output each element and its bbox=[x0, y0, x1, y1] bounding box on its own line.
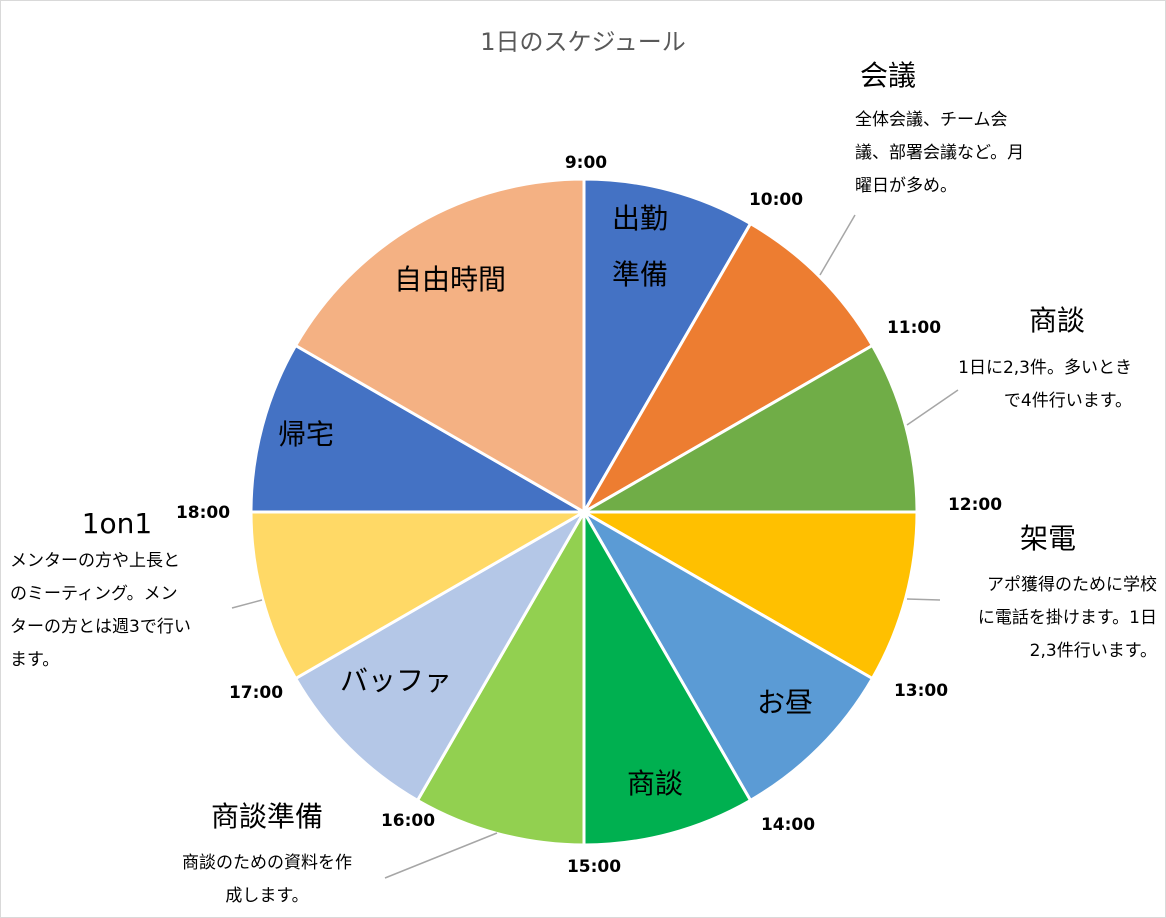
annotation-line: 曜日が多め。 bbox=[855, 176, 957, 196]
annotation-line: アポ獲得のために学校 bbox=[987, 575, 1157, 595]
slice-label-line: 帰宅 bbox=[278, 418, 334, 451]
annotation-line: 議、部署会議など。月 bbox=[855, 143, 1024, 163]
annotation-line: に電話を掛けます。1日 bbox=[978, 608, 1157, 628]
annotation-text: アポ獲得のために学校に電話を掛けます。1日 2,3件行います。 bbox=[978, 575, 1157, 661]
pie-slice bbox=[293, 507, 589, 803]
pie-slice bbox=[578, 343, 919, 514]
slice-label-line: 自由時間 bbox=[394, 263, 506, 296]
annotation-line: メンターの方や上長と bbox=[10, 551, 180, 571]
pie-slice bbox=[578, 510, 919, 681]
slice-label-line: 商談 bbox=[627, 767, 683, 800]
leader-line bbox=[231, 599, 263, 609]
slice-label-line: バッファ bbox=[340, 664, 452, 697]
annotation-heading: 架電 bbox=[1020, 522, 1076, 555]
pie-slice bbox=[579, 221, 875, 517]
leader-lines bbox=[231, 214, 959, 879]
annotation-line: 1日に2,3件。多いとき bbox=[958, 358, 1132, 378]
slice-label: バッファ bbox=[340, 664, 452, 697]
pie-slice bbox=[415, 506, 586, 847]
time-label: 10:00 bbox=[749, 190, 803, 210]
annotation-line: 2,3件行います。 bbox=[1030, 641, 1157, 661]
annotation-line: 全体会議、チーム会 bbox=[855, 110, 1008, 130]
chart-title: 1日のスケジュール bbox=[480, 28, 686, 56]
annotation-text: メンターの方や上長とのミーティング。メンターの方とは週3で行います。 bbox=[10, 551, 191, 670]
annotation-heading: 1on1 bbox=[82, 507, 153, 540]
slice-label-line: 準備 bbox=[612, 258, 668, 291]
leader-line bbox=[819, 214, 856, 276]
slice-label: 帰宅 bbox=[278, 418, 334, 451]
time-label: 11:00 bbox=[887, 318, 941, 338]
slice-label-line: 出勤 bbox=[612, 202, 668, 235]
annotation-line: ます。 bbox=[10, 650, 59, 670]
time-label: 13:00 bbox=[894, 681, 948, 701]
time-label: 16:00 bbox=[381, 811, 435, 831]
annotation-line: ターの方とは週3で行い bbox=[10, 617, 191, 637]
time-label: 15:00 bbox=[567, 857, 621, 877]
time-label: 18:00 bbox=[176, 503, 230, 523]
pie-slice bbox=[582, 506, 753, 847]
annotation-text: 全体会議、チーム会議、部署会議など。月曜日が多め。 bbox=[855, 110, 1024, 196]
annotation-heading: 会議 bbox=[860, 59, 916, 92]
annotation-line: のミーティング。メン bbox=[10, 584, 178, 604]
pie-slices bbox=[249, 177, 919, 847]
time-label: 9:00 bbox=[565, 153, 607, 173]
pie-slice bbox=[579, 507, 875, 803]
pie-slice bbox=[582, 177, 753, 518]
annotation-heading: 商談 bbox=[1029, 304, 1085, 337]
slice-label-line: お昼 bbox=[757, 686, 813, 719]
annotation-line: 成します。 bbox=[225, 886, 308, 906]
slice-label: 自由時間 bbox=[394, 263, 506, 296]
slice-label: 商談 bbox=[627, 767, 683, 800]
annotation-heading: 商談準備 bbox=[211, 800, 323, 833]
pie-slice bbox=[249, 343, 590, 514]
annotation-line: 商談のための資料を作 bbox=[182, 853, 352, 873]
slice-label: お昼 bbox=[757, 686, 813, 719]
pie-slice bbox=[249, 510, 590, 681]
slice-label: 出勤準備 bbox=[612, 202, 668, 291]
annotation-text: 商談のための資料を作成します。 bbox=[182, 853, 352, 906]
leader-line bbox=[906, 598, 941, 601]
time-labels: 9:00 10:00 11:00 12:00 13:00 14:00 15:00 16:00 1… bbox=[176, 153, 1002, 877]
pie-slice bbox=[293, 177, 586, 515]
leader-line bbox=[906, 389, 959, 426]
time-label: 12:00 bbox=[948, 495, 1002, 515]
leader-line bbox=[384, 832, 498, 879]
annotation-text: 1日に2,3件。多いときで4件行います。 bbox=[958, 358, 1132, 411]
time-label: 14:00 bbox=[761, 815, 815, 835]
time-label: 17:00 bbox=[229, 683, 283, 703]
annotation-line: で4件行います。 bbox=[1004, 391, 1132, 411]
